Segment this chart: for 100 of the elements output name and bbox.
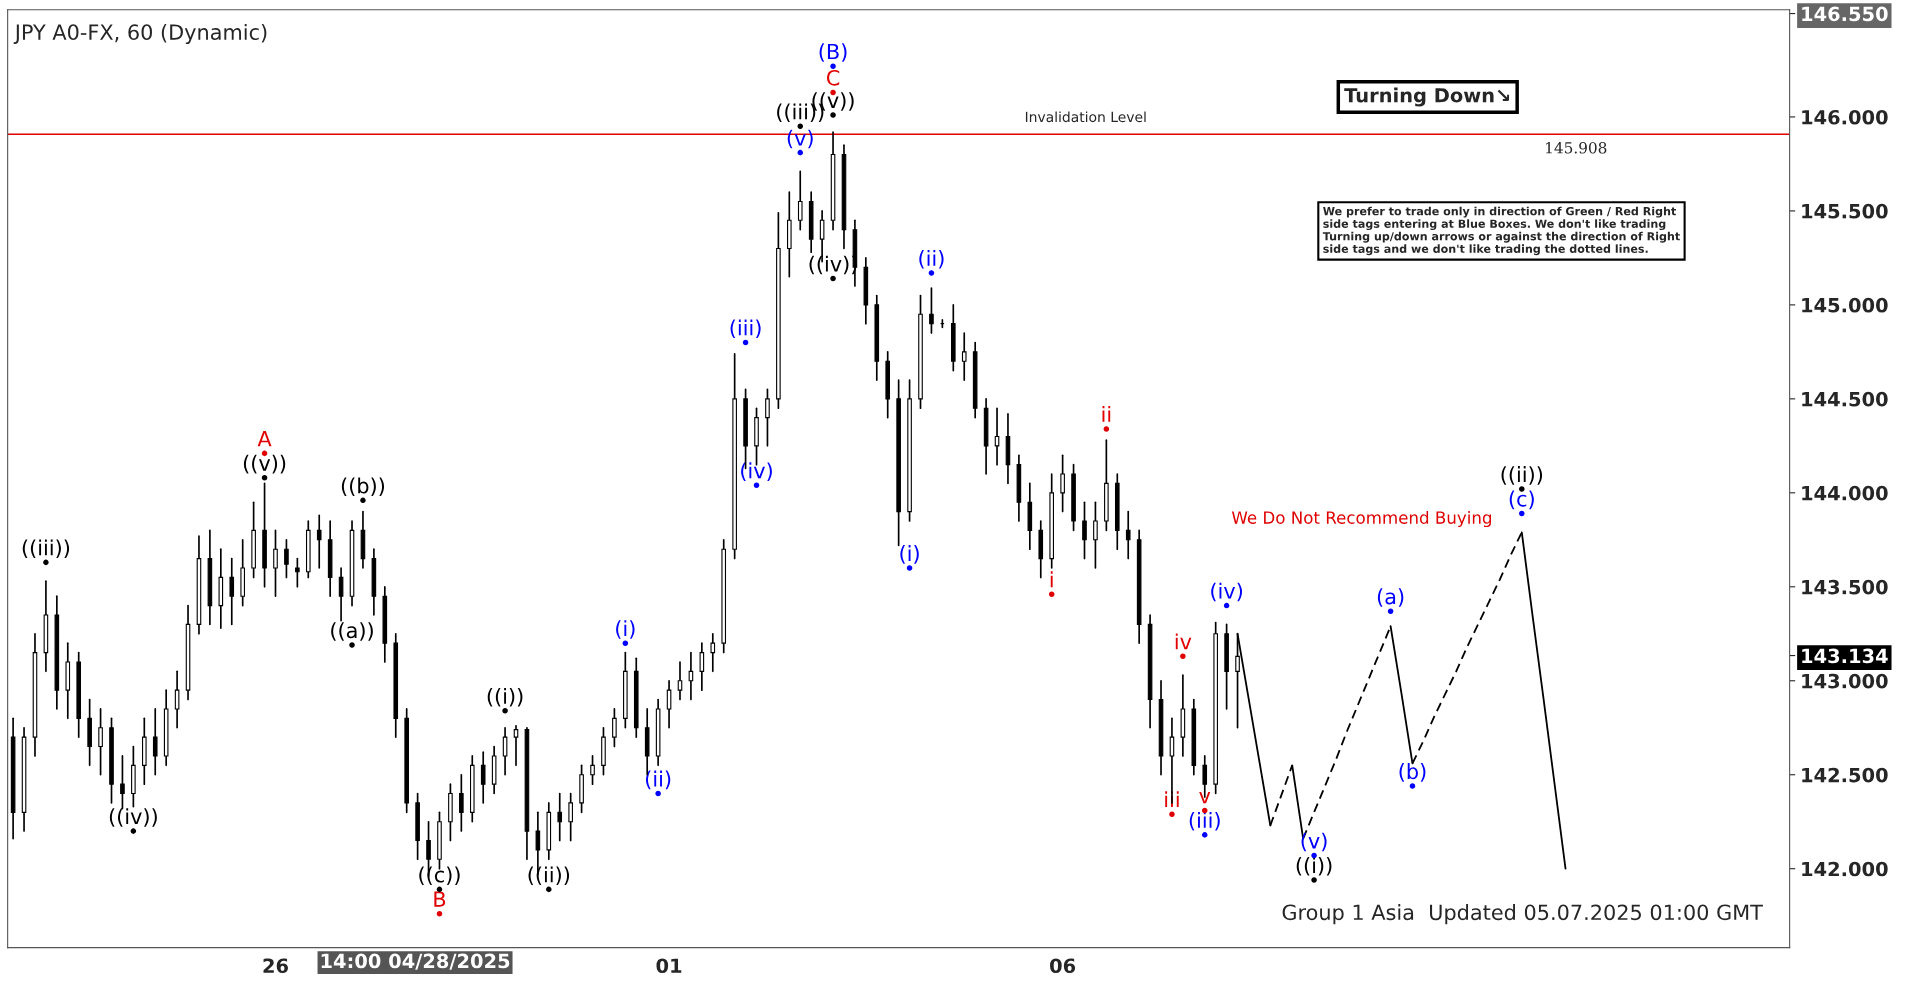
candlestick [98, 708, 103, 776]
data-label: ((i)) [487, 687, 523, 707]
y-tick-label: 144.500 [1802, 391, 1888, 407]
y-tick-label: 143.000 [1802, 673, 1888, 689]
point [1169, 811, 1175, 817]
point [261, 475, 268, 481]
annotation: We Do Not Recommend Buying [1231, 510, 1491, 528]
point [830, 275, 836, 282]
point [546, 886, 552, 893]
candlestick [765, 388, 770, 447]
x-tick-label: 26 [263, 958, 288, 974]
data-label: (iv) [741, 462, 772, 481]
candlestick [1093, 501, 1098, 569]
data-label: (c) [1509, 490, 1534, 510]
point [622, 640, 629, 646]
data-label: (iii) [730, 319, 761, 339]
data-label: ((ii)) [1501, 466, 1543, 485]
data-label: ((b)) [341, 477, 385, 496]
candlestick [677, 661, 683, 701]
data-label: ii [1102, 405, 1111, 422]
data-label: ((v)) [243, 454, 286, 474]
y-tick-label: 146.550 [1802, 6, 1888, 22]
data-label: B [434, 891, 446, 907]
point [1311, 877, 1317, 883]
y-tick-label: 145.500 [1802, 203, 1888, 219]
data-label: (i) [616, 620, 635, 639]
data-label: (iv) [1211, 582, 1243, 602]
ref-line-label: Invalidation Level [1025, 111, 1146, 123]
candlestick [557, 792, 563, 842]
candlestick [480, 751, 486, 804]
candlestick [295, 557, 300, 588]
point [797, 149, 804, 156]
candlestick [568, 792, 573, 842]
data-label: ((iii)) [22, 539, 70, 558]
candlestick [284, 538, 289, 579]
data-label: ((ii)) [528, 866, 570, 886]
point [830, 63, 836, 69]
candlestick [229, 557, 235, 626]
candlestick [1125, 510, 1131, 560]
data-label: iv [1175, 633, 1192, 650]
candlestick [797, 170, 803, 231]
candlestick [961, 332, 967, 381]
candlestick [316, 514, 322, 569]
annotation: Group 1 Asia Updated 05.07.2025 01:00 GMT [1282, 904, 1763, 925]
data-label: ((i)) [1296, 857, 1332, 876]
candlestick [1082, 501, 1087, 560]
candlestick [152, 708, 158, 776]
data-label: ((c)) [419, 866, 460, 886]
data-label: C [826, 69, 840, 86]
candlestick [590, 755, 595, 785]
annotation: We prefer to trade only in direction of Green / Red Right side tags entering at Blue Boxes. We don't like trading Turning up/down arrows or against the direction of Right side tags and we don't like trading the dotted lines. [1322, 206, 1680, 256]
data-label: v [1199, 791, 1211, 804]
y-tick-label: 142.000 [1802, 861, 1888, 877]
data-label: (ii) [646, 770, 671, 790]
candlestick [612, 708, 617, 748]
data-label: (ii) [919, 249, 944, 269]
data-label: (b) [1399, 763, 1426, 782]
point [655, 790, 661, 797]
point [1387, 608, 1394, 615]
data-label: ((a)) [331, 622, 373, 641]
data-label: i [1050, 571, 1053, 588]
point [360, 497, 366, 504]
point [1180, 653, 1186, 660]
annotation: Turning Down↘ [1344, 87, 1510, 107]
candlestick [710, 632, 716, 673]
text: 14:00 04/28/2025 [321, 953, 510, 970]
data-label: (v) [787, 129, 813, 149]
y-tick-label: 146.000 [1802, 109, 1888, 125]
candlestick [273, 529, 278, 598]
point [436, 911, 443, 917]
point [753, 482, 760, 489]
candlestick [699, 642, 705, 691]
point [1409, 783, 1416, 789]
data-label: (iii) [1189, 811, 1220, 831]
point [1519, 510, 1525, 517]
candlestick [513, 725, 519, 767]
x-tick-label: 01 [656, 958, 682, 974]
point [1103, 426, 1110, 432]
data-label: (i) [900, 545, 919, 564]
data-label: ((iv)) [109, 808, 157, 827]
point [349, 642, 355, 648]
x-tick-label: 06 [1050, 958, 1076, 974]
y-tick-label: 143.500 [1802, 579, 1888, 595]
text: JPY A0-FX, 60 (Dynamic) [13, 23, 267, 45]
point [502, 708, 508, 714]
data-label: (B) [819, 43, 847, 62]
point [130, 828, 137, 834]
point [1223, 602, 1230, 609]
point [830, 112, 836, 118]
data-label: (a) [1377, 588, 1404, 607]
point [928, 270, 935, 276]
candlestick [1060, 454, 1065, 513]
y-tick-label: 143.134 [1802, 648, 1888, 664]
candlestick [502, 726, 508, 776]
point [1201, 832, 1208, 838]
candlestick [929, 287, 934, 334]
point [742, 339, 749, 346]
y-tick-label: 145.000 [1802, 297, 1888, 313]
y-tick-label: 144.000 [1802, 485, 1888, 501]
annotation: 145.908 [1546, 142, 1607, 154]
